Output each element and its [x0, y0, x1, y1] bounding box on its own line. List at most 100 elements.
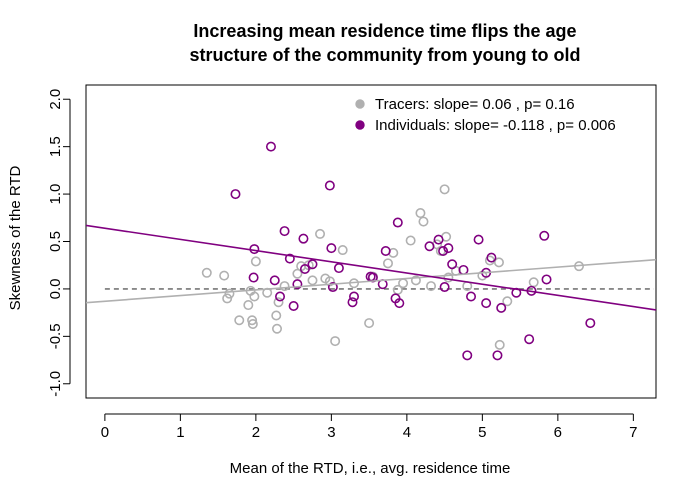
individual-point [447, 259, 458, 270]
individual-point [496, 302, 507, 313]
tracer-point [330, 336, 341, 347]
x-tick-label: 0 [101, 424, 109, 441]
tracer-point [201, 267, 212, 278]
individual-point [438, 245, 449, 256]
tracer-point [398, 278, 409, 289]
individual-point [466, 291, 477, 302]
individual-point [349, 291, 360, 302]
tracer-point [247, 319, 258, 330]
tracer-point [418, 216, 429, 227]
tracer-point [243, 300, 254, 311]
individual-point [443, 243, 454, 254]
individual-point [462, 350, 473, 361]
individual-point [433, 234, 444, 245]
legend-individual-marker [355, 120, 365, 130]
legend-individual-label: Individuals: slope= -0.118 , p= 0.006 [375, 117, 616, 134]
x-tick-label: 4 [403, 424, 411, 441]
tracer-point [494, 339, 505, 350]
individual-fit-line [86, 224, 656, 311]
individual-point [439, 282, 450, 293]
tracer-point [382, 258, 393, 269]
individual-point [424, 241, 435, 252]
legend-tracer-marker [355, 99, 365, 109]
plot-area: 0 1 2 3 4 5 6 7 -1.0 -0.5 0.0 0.5 1.0 1.5 2.0 Tracers: … [47, 84, 657, 441]
tracer-point [439, 184, 450, 195]
y-tick-label: 2.0 [47, 89, 64, 110]
individual-point [541, 274, 552, 285]
tracer-point [219, 270, 230, 281]
legend-tracer-label: Tracers: slope= 0.06 , p= 0.16 [375, 96, 575, 113]
tracer-point [279, 281, 290, 292]
y-tick-label: 1.5 [47, 136, 64, 157]
x-tick-label: 5 [478, 424, 486, 441]
individual-point [230, 189, 241, 200]
tracer-point [272, 323, 283, 334]
individual-point [324, 180, 335, 191]
chart-title-line2: structure of the community from young to… [190, 45, 581, 65]
x-axis-label: Mean of the RTD, i.e., avg. residence ti… [230, 460, 511, 477]
individual-point [347, 297, 358, 308]
tracer-point [222, 293, 233, 304]
tracer-point [405, 235, 416, 246]
tracer-point [410, 275, 421, 286]
y-tick-label: 1.0 [47, 184, 64, 205]
individual-point [473, 234, 484, 245]
individual-point [394, 298, 405, 309]
individual-point [299, 264, 310, 275]
individual-point [380, 245, 391, 256]
individual-point [292, 279, 303, 290]
x-tick-label: 1 [176, 424, 184, 441]
chart-title-line1: Increasing mean residence time flips the… [193, 21, 576, 41]
tracer-point [247, 315, 258, 326]
x-tick-label: 2 [252, 424, 260, 441]
tracer-point [273, 297, 284, 308]
tracer-fit-line [86, 258, 656, 304]
individual-point [279, 226, 290, 237]
tracer-point [426, 281, 437, 292]
x-tick-label: 7 [629, 424, 637, 441]
y-tick-label: 0.5 [47, 231, 64, 252]
y-tick-label: -1.0 [47, 371, 64, 397]
tracer-point [364, 318, 375, 329]
tracer-point [224, 288, 235, 299]
tracer-point [307, 275, 318, 286]
tracer-point [337, 245, 348, 256]
individual-point [248, 272, 259, 283]
individual-point [298, 233, 309, 244]
individual-point [392, 217, 403, 228]
tracer-point [234, 315, 245, 326]
tracer-point [493, 257, 504, 268]
y-tick-label: 0.0 [47, 278, 64, 299]
plot-frame [85, 84, 657, 399]
x-tick-label: 3 [327, 424, 335, 441]
individual-point [492, 350, 503, 361]
individual-point [249, 244, 260, 255]
tracer-point [250, 256, 261, 267]
tracer-point [315, 228, 326, 239]
individual-point [288, 300, 299, 311]
tracer-point [324, 276, 335, 287]
tracer-point [415, 208, 426, 219]
tracer-point [292, 268, 303, 279]
individual-point [326, 243, 337, 254]
individual-point [524, 334, 535, 345]
individual-point [327, 282, 338, 293]
tracer-point [443, 272, 454, 283]
individual-point [539, 230, 550, 241]
individual-point [265, 141, 276, 152]
tracer-point [271, 310, 282, 321]
individual-point [333, 263, 344, 274]
y-axis-label: Skewness of the RTD [7, 165, 24, 310]
individual-point [481, 298, 492, 309]
individual-point [269, 275, 280, 286]
tracer-point [249, 291, 260, 302]
x-tick-label: 6 [554, 424, 562, 441]
tracer-point [502, 296, 513, 307]
individual-point [585, 318, 596, 329]
individual-point [307, 259, 318, 270]
y-tick-label: -0.5 [47, 323, 64, 349]
individual-point [284, 253, 295, 264]
individual-point [275, 291, 286, 302]
individual-point [486, 252, 497, 263]
